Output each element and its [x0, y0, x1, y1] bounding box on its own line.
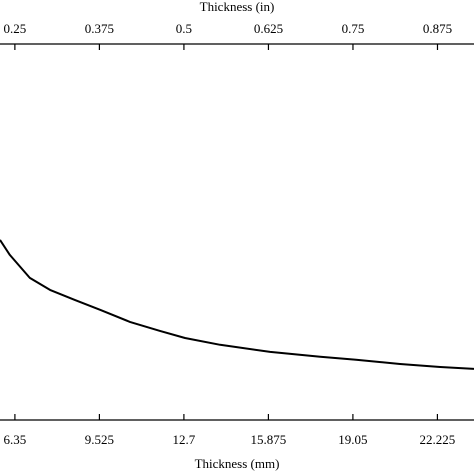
x-tick-label: 9.525 [85, 432, 114, 447]
x-tick-label: 19.05 [338, 432, 367, 447]
x2-tick-label: 0.375 [85, 21, 114, 36]
top-axis-title: Thickness (in) [200, 0, 275, 14]
x2-tick-label: 0.625 [254, 21, 283, 36]
x2-tick-label: 0.5 [176, 21, 192, 36]
x-tick-label: 6.35 [4, 432, 27, 447]
x2-tick-label: 0.75 [342, 21, 365, 36]
x2-tick-label: 0.25 [4, 21, 27, 36]
data-line [0, 239, 474, 370]
x-tick-label: 15.875 [251, 432, 287, 447]
x-tick-label: 22.225 [420, 432, 456, 447]
bottom-axis-title: Thickness (mm) [195, 456, 280, 471]
x-tick-label: 12.7 [173, 432, 196, 447]
x2-tick-label: 0.875 [423, 21, 452, 36]
